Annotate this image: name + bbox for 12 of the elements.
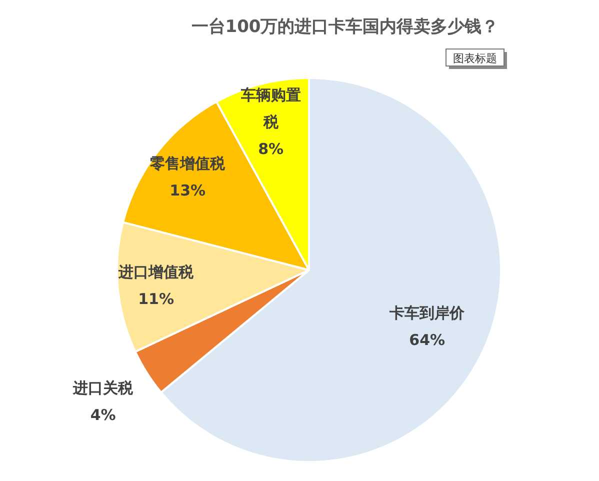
data-label: 8%: [258, 140, 284, 158]
data-label: 11%: [138, 290, 174, 308]
slice-label: 进口关税: [72, 379, 134, 398]
data-label: 64%: [409, 331, 446, 350]
data-label: 4%: [90, 406, 116, 424]
slice-label: 零售增值税: [150, 154, 226, 172]
data-label: 13%: [170, 181, 206, 200]
slice-label: 车辆购置税: [240, 86, 301, 132]
chart-title: 一台100万的进口卡车国内得卖多少钱？: [191, 17, 499, 37]
annotation: 图表标题: [446, 48, 507, 69]
slice-label: 卡车到岸价: [388, 304, 466, 322]
slice-label: 进口增值税: [118, 262, 195, 281]
